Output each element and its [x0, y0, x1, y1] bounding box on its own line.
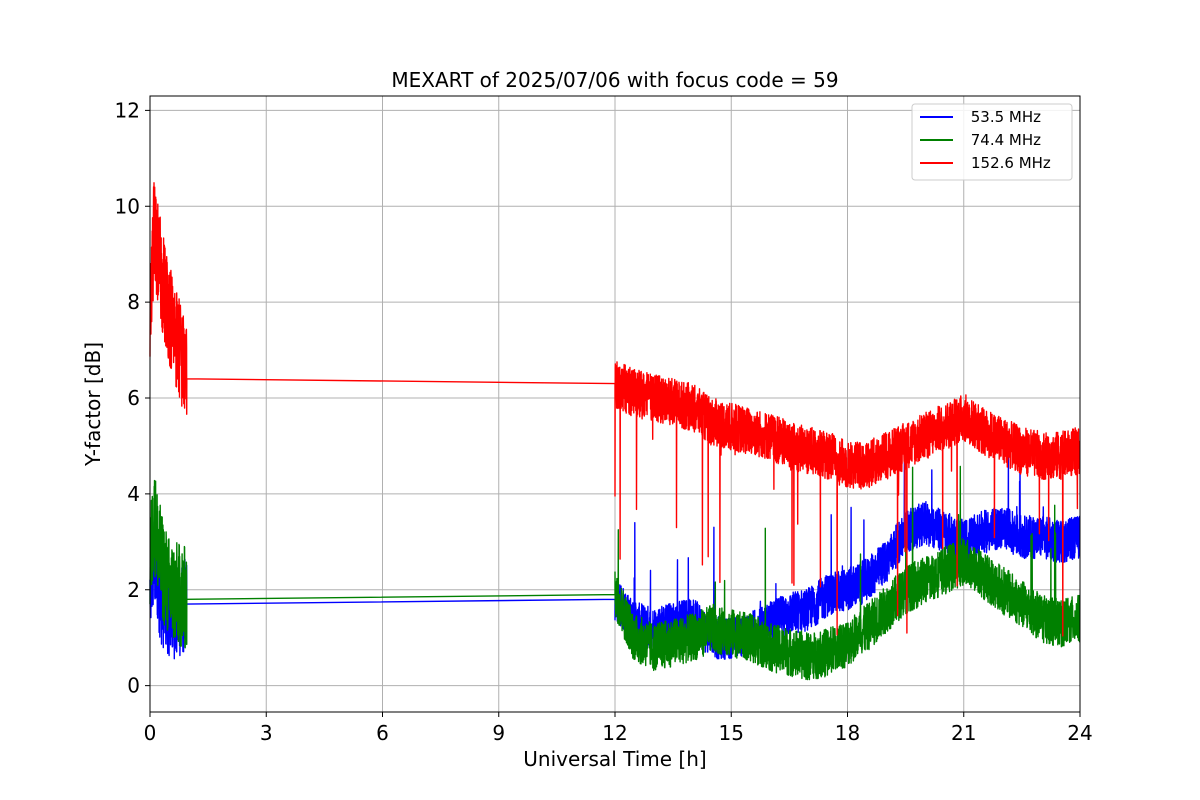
chart-title: MEXART of 2025/07/06 with focus code = 5…	[391, 68, 838, 92]
legend-label-152-6: 152.6 MHz	[971, 154, 1051, 172]
x-tick-label: 0	[144, 721, 157, 745]
x-axis-label: Universal Time [h]	[523, 747, 706, 771]
y-tick-label: 4	[127, 482, 140, 506]
series-layer	[149, 182, 1081, 681]
x-tick-label: 18	[835, 721, 860, 745]
x-tick-label: 24	[1067, 721, 1092, 745]
x-tick-label: 3	[260, 721, 273, 745]
y-tick-label: 10	[115, 194, 140, 218]
x-tick-label: 6	[376, 721, 389, 745]
legend-box	[911, 103, 1073, 181]
legend-label-74-4: 74.4 MHz	[966, 131, 1041, 149]
x-tick-label: 21	[951, 721, 976, 745]
y-tick-label: 0	[127, 674, 140, 698]
legend: 53.5 MHz 74.4 MHz 152.6 MHz	[911, 103, 1073, 181]
y-tick-label: 6	[127, 386, 140, 410]
legend-label-53-5: 53.5 MHz	[966, 108, 1041, 126]
x-tick-label: 15	[719, 721, 744, 745]
y-axis-label: Y-factor [dB]	[81, 342, 105, 467]
y-tick-label: 2	[127, 578, 140, 602]
y-tick-label: 8	[127, 290, 140, 314]
series-line-74-4-mhz	[149, 465, 1081, 681]
x-tick-label: 12	[602, 721, 627, 745]
y-tick-label: 12	[115, 98, 140, 122]
series-line-152-6-mhz	[149, 182, 1081, 637]
x-tick-label: 9	[492, 721, 505, 745]
